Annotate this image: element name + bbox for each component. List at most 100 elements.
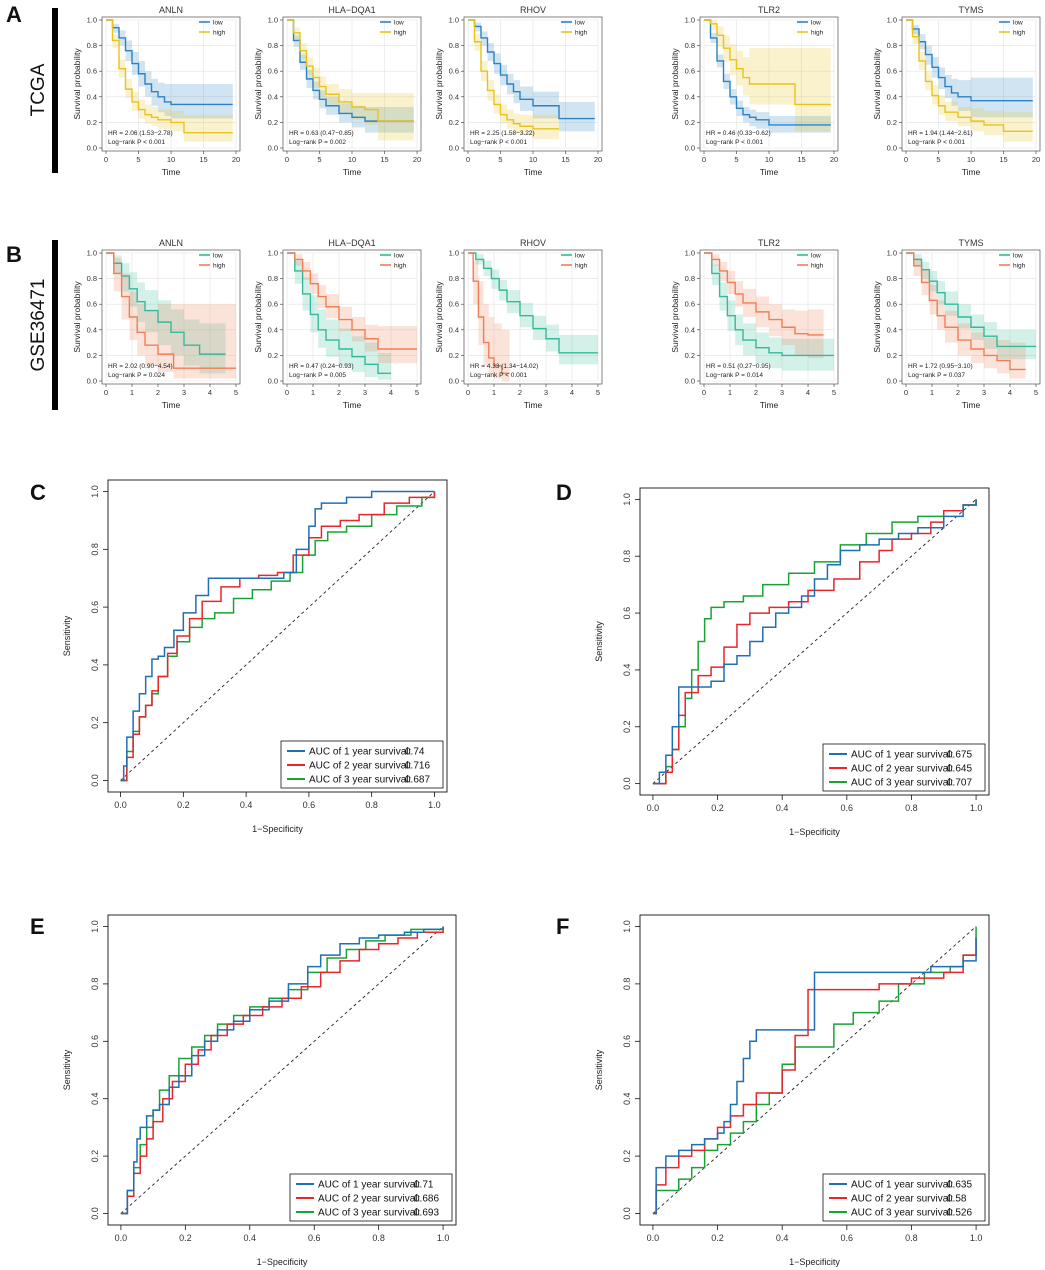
y-tick-label: 0.0 <box>449 144 459 153</box>
y-tick-label: 0.2 <box>685 351 695 360</box>
legend-auc-value-2-year: 0.686 <box>414 1194 439 1205</box>
x-tick-label: 1 <box>728 388 732 397</box>
y-tick-label: 0.4 <box>268 92 278 101</box>
y-tick-label: 0.2 <box>268 118 278 127</box>
logrank-p-text: Log−rank P = 0.037 <box>908 372 965 379</box>
y-tick-label: 0.4 <box>887 325 897 334</box>
y-tick-label: 0.4 <box>90 1092 100 1105</box>
y-tick-label: 0.0 <box>685 144 695 153</box>
survival-curve-high <box>287 19 414 122</box>
roc-curve-3-year <box>652 499 977 785</box>
legend-label-3-year: AUC of 3 year survival: <box>318 1208 420 1219</box>
y-axis-label: Survival probability <box>872 48 882 120</box>
y-tick-label: 0.4 <box>685 325 695 334</box>
y-axis-label: Survival probability <box>253 281 263 353</box>
ci-band-high <box>906 20 1033 142</box>
y-tick-label: 0.8 <box>685 274 695 283</box>
x-tick-label: 0.0 <box>115 1233 128 1243</box>
logrank-p-text: Log−rank P < 0.001 <box>908 139 965 146</box>
plot-title: TLR2 <box>758 5 780 15</box>
y-tick-label: 0.2 <box>90 716 100 729</box>
y-tick-label: 0.6 <box>87 300 97 309</box>
x-tick-label: 20 <box>413 155 421 164</box>
survival-curve-low <box>704 19 831 126</box>
ci-band-low <box>906 20 1033 118</box>
y-tick-label: 0.8 <box>449 274 459 283</box>
y-tick-label: 0.0 <box>449 377 459 386</box>
y-tick-label: 1.0 <box>449 16 459 25</box>
legend-label-high: high <box>394 30 407 37</box>
row-label-geo: GSE36471 <box>28 279 49 372</box>
y-tick-label: 0.2 <box>449 118 459 127</box>
y-tick-label: 0.8 <box>90 978 100 991</box>
x-axis-label: 1−Specificity <box>252 824 303 834</box>
panel-letter-a: A <box>6 2 22 27</box>
y-tick-label: 0.6 <box>268 300 278 309</box>
y-tick-label: 0.6 <box>685 67 695 76</box>
legend-label-low: low <box>213 253 223 260</box>
y-tick-label: 0.0 <box>622 777 632 790</box>
y-tick-label: 0.6 <box>622 607 632 620</box>
legend-label-1-year: AUC of 1 year survival: <box>851 750 953 761</box>
y-tick-label: 1.0 <box>87 249 97 258</box>
y-tick-label: 0.8 <box>87 274 97 283</box>
logrank-p-text: Log−rank P < 0.001 <box>108 139 165 146</box>
ci-band-low <box>906 253 1036 360</box>
y-tick-label: 0.2 <box>87 118 97 127</box>
x-tick-label: 1.0 <box>437 1233 450 1243</box>
y-axis-label: Sensitivity <box>594 621 604 662</box>
roc-curve-1-year <box>120 490 435 782</box>
survival-curve-high <box>106 252 236 369</box>
y-axis-label: Sensitivity <box>62 615 72 656</box>
roc-curve-1-year <box>120 926 444 1215</box>
x-tick-label: 5 <box>936 155 940 164</box>
legend-label-2-year: AUC of 2 year survival: <box>309 761 411 772</box>
x-tick-label: 2 <box>956 388 960 397</box>
legend-label-high: high <box>1013 263 1026 270</box>
x-tick-label: 0.4 <box>776 1233 789 1243</box>
x-tick-label: 0.2 <box>177 800 190 810</box>
legend-label-low: low <box>1013 253 1023 260</box>
legend-label-low: low <box>811 20 821 27</box>
x-tick-label: 5 <box>832 388 836 397</box>
legend-label-low: low <box>394 253 404 260</box>
x-tick-label: 0.8 <box>905 803 918 813</box>
y-tick-label: 0.6 <box>887 300 897 309</box>
km-plots: 0 5 10 15 200.00.20.40.60.81.0ANLNTimeSurviv… <box>72 5 1041 410</box>
x-tick-label: 20 <box>232 155 240 164</box>
x-tick-label: 3 <box>182 388 186 397</box>
legend-label-high: high <box>1013 30 1026 37</box>
legend-label-high: high <box>213 263 226 270</box>
legend-label-2-year: AUC of 2 year survival: <box>318 1194 420 1205</box>
legend-label-low: low <box>575 20 585 27</box>
y-tick-label: 0.4 <box>87 325 97 334</box>
x-tick-label: 20 <box>1032 155 1040 164</box>
roc-curve-2-year <box>120 926 444 1215</box>
y-tick-label: 0.0 <box>268 377 278 386</box>
y-tick-label: 0.0 <box>268 144 278 153</box>
y-tick-label: 1.0 <box>887 249 897 258</box>
x-tick-label: 0 <box>702 155 706 164</box>
survival-curve-low <box>468 252 598 354</box>
legend-auc-value-2-year: 0.58 <box>947 1194 967 1205</box>
legend-auc-value-1-year: 0.71 <box>414 1180 434 1191</box>
x-tick-label: 3 <box>544 388 548 397</box>
roc-curve-1-year <box>652 499 977 785</box>
x-axis-label: Time <box>524 400 543 410</box>
survival-curve-low <box>468 19 595 120</box>
ci-band-low <box>704 253 834 371</box>
ci-band-high <box>106 20 233 142</box>
x-tick-label: 15 <box>380 155 388 164</box>
x-tick-label: 20 <box>594 155 602 164</box>
km-plot-b-tyms: 0 1 2 3 4 5 0.0 0.2 0.4 0.6 0.8 1.0 TYMS Time Survival… <box>872 238 1041 410</box>
roc-legend: AUC of 1 year survival:0.675 AUC of 2 yea… <box>822 743 986 792</box>
legend-label-high: high <box>575 263 588 270</box>
hazard-ratio-text: HR = 1.94 (1.44−2.61) <box>908 130 973 137</box>
legend-label-low: low <box>575 253 585 260</box>
x-tick-label: 1 <box>311 388 315 397</box>
x-tick-label: 5 <box>596 388 600 397</box>
x-tick-label: 4 <box>570 388 574 397</box>
x-tick-label: 5 <box>317 155 321 164</box>
survival-curve-high <box>468 19 559 130</box>
